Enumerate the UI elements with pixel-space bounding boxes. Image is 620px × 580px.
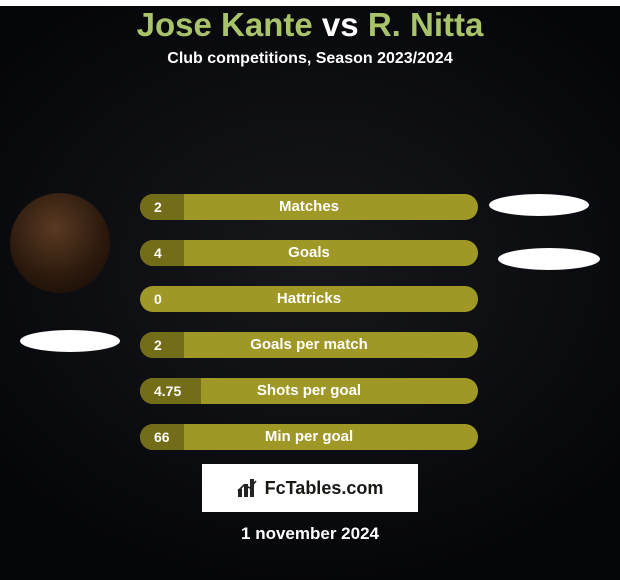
stat-row-label: Shots per goal [140,378,478,404]
date-text: 1 november 2024 [0,524,620,544]
title-player1: Jose Kante [137,6,313,43]
stat-row-label: Matches [140,194,478,220]
page-title: Jose Kante vs R. Nitta [0,6,620,44]
stat-row: 2Goals per match [140,332,478,358]
title-player2: R. Nitta [368,6,484,43]
player2-flag-ellipse [498,248,600,270]
stat-row-label: Min per goal [140,424,478,450]
stat-row: 4.75Shots per goal [140,378,478,404]
stat-row-label: Goals [140,240,478,266]
content-root: Jose Kante vs R. Nitta Club competitions… [0,6,620,580]
player1-flag-ellipse [20,330,120,352]
player2-avatar-ellipse [489,194,589,216]
brand-box: FcTables.com [202,464,418,512]
stat-row: 2Matches [140,194,478,220]
brand-text: FcTables.com [265,478,384,499]
stat-row: 4Goals [140,240,478,266]
stat-row: 66Min per goal [140,424,478,450]
title-vs: vs [322,6,359,43]
stat-row: 0Hattricks [140,286,478,312]
stat-row-label: Hattricks [140,286,478,312]
stat-row-label: Goals per match [140,332,478,358]
stats-bars-icon [237,479,259,497]
subtitle: Club competitions, Season 2023/2024 [0,50,620,68]
avatar-face [10,193,110,293]
player1-avatar [10,193,110,293]
stat-bars: 2Matches 4Goals 0Hattricks 2Goals per match… [140,194,478,470]
